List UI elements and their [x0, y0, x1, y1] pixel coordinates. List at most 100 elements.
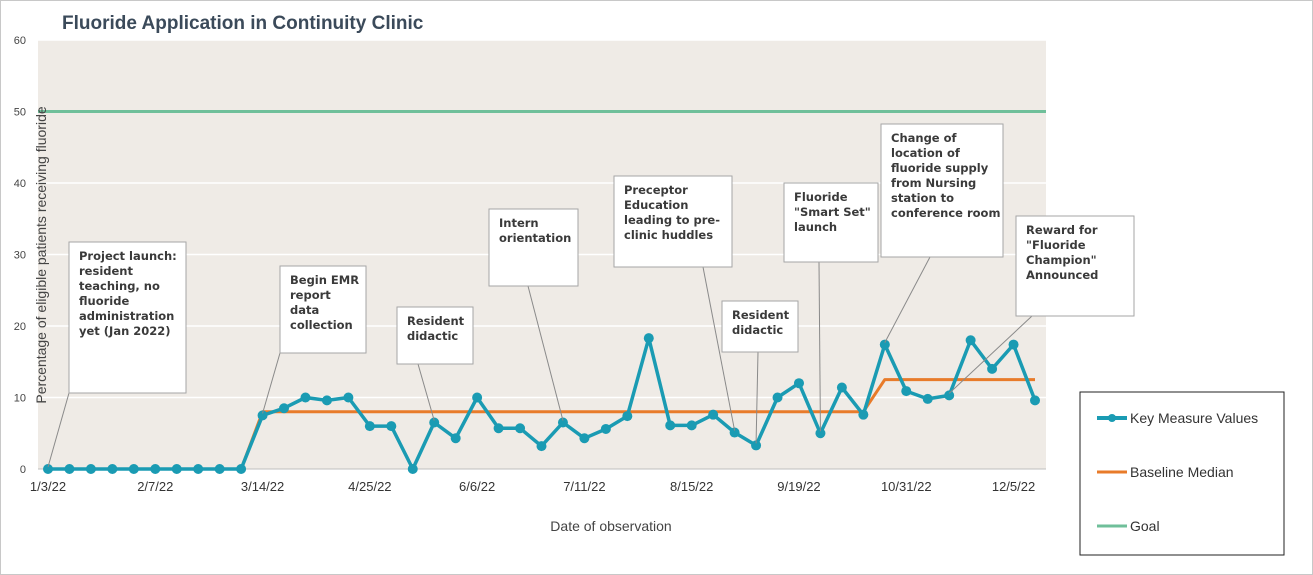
data-point	[1030, 395, 1040, 406]
annotation-text: Resident	[732, 308, 790, 322]
data-point	[43, 464, 53, 474]
annotation-text: clinic huddles	[624, 228, 713, 242]
data-point	[472, 392, 483, 403]
y-tick-label: 10	[14, 393, 26, 405]
annotation-text: leading to pre-	[624, 213, 720, 227]
data-point	[257, 410, 268, 421]
annotation-box	[880, 123, 1004, 258]
x-tick-label: 6/6/22	[459, 479, 495, 494]
annotation-text: didactic	[732, 323, 783, 337]
data-point	[536, 441, 547, 452]
annotation-leader-line	[755, 351, 759, 444]
data-point	[364, 421, 375, 432]
data-point	[1008, 339, 1019, 350]
annotation-text: administration	[79, 309, 174, 323]
y-tick-label: 60	[14, 35, 26, 47]
annotation-text: data	[290, 303, 319, 317]
data-point	[300, 392, 311, 403]
annotation-box	[783, 182, 879, 263]
data-point	[85, 464, 96, 474]
annotation-text: Project launch:	[79, 249, 177, 263]
data-point	[279, 403, 290, 414]
x-tick-label: 2/7/22	[137, 479, 173, 494]
data-point	[321, 395, 332, 406]
y-tick-label: 20	[14, 321, 26, 333]
annotation-text: launch	[794, 220, 837, 234]
annotation-leader-line	[884, 256, 931, 343]
x-tick-label: 4/25/22	[348, 479, 391, 494]
data-point	[622, 411, 633, 422]
data-point	[236, 464, 247, 474]
data-point	[450, 433, 461, 444]
chart-title: Fluoride Application in Continuity Clini…	[62, 13, 424, 34]
annotation-text: Reward for	[1026, 223, 1098, 237]
data-point	[579, 433, 590, 444]
data-point	[128, 464, 139, 474]
data-point	[515, 423, 526, 434]
data-point	[643, 333, 654, 344]
data-point	[150, 464, 161, 474]
y-tick-label: 30	[14, 250, 26, 262]
annotation-text: conference room	[891, 206, 1000, 220]
data-point	[407, 464, 418, 474]
data-point	[944, 390, 955, 401]
annotation-leader-line	[47, 392, 70, 468]
annotation-leader-line	[818, 261, 821, 432]
annotation-leader-line	[417, 363, 435, 421]
data-point	[751, 440, 762, 451]
annotation-text: resident	[79, 264, 133, 278]
annotation-text: Resident	[407, 314, 465, 328]
data-point	[922, 393, 933, 404]
annotation-text: Intern	[499, 216, 539, 230]
x-axis-label: Date of observation	[550, 518, 671, 534]
annotation-text: didactic	[407, 329, 458, 343]
legend-label-baseline-median: Baseline Median	[1130, 464, 1234, 480]
data-point	[171, 464, 182, 474]
data-markers	[43, 333, 1040, 474]
legend-label-goal: Goal	[1130, 518, 1160, 534]
annotation-box	[396, 306, 474, 365]
annotation-text: Announced	[1026, 268, 1098, 282]
x-tick-label: 1/3/22	[30, 479, 66, 494]
data-point	[193, 464, 204, 474]
annotation-text: report	[290, 288, 331, 302]
x-axis-ticks: 1/3/22 2/7/22 3/14/22 4/25/22 6/6/22 7/11/22 8…	[30, 468, 1046, 494]
annotation-text: "Smart Set"	[794, 205, 871, 219]
annotation-leader-line	[948, 315, 1033, 394]
annotation-text: Fluoride	[794, 190, 848, 204]
annotation-box	[488, 208, 579, 287]
data-point	[557, 417, 568, 428]
annotation-text: station to	[891, 191, 954, 205]
data-point	[214, 464, 225, 474]
annotation-text: "Fluoride	[1026, 238, 1086, 252]
annotation-box	[279, 265, 367, 354]
data-point	[965, 335, 976, 346]
y-tick-label: 0	[20, 464, 26, 476]
data-point	[987, 363, 998, 374]
annotation-box	[613, 175, 733, 268]
annotation-leader-line	[527, 285, 564, 421]
data-point	[901, 386, 912, 397]
x-tick-label: 9/19/22	[777, 479, 820, 494]
annotation-box	[1015, 215, 1135, 317]
annotation-text: location of	[891, 146, 961, 160]
data-point	[665, 420, 676, 431]
annotation-text: Preceptor	[624, 183, 688, 197]
data-point	[772, 392, 783, 403]
y-tick-label: 40	[14, 178, 26, 190]
annotation-leader-line	[262, 352, 281, 414]
annotation-text: Change of	[891, 131, 958, 145]
legend-marker-key-measure	[1108, 414, 1116, 422]
data-point	[493, 423, 504, 434]
annotation-text: orientation	[499, 231, 571, 245]
data-point	[793, 378, 804, 389]
annotation-box	[68, 241, 187, 394]
y-axis-label: Percentage of eligible patients receivin…	[33, 106, 49, 404]
data-point	[600, 423, 611, 434]
x-tick-label: 10/31/22	[881, 479, 932, 494]
data-point	[836, 382, 847, 393]
annotation-box	[721, 300, 799, 353]
x-tick-label: 8/15/22	[670, 479, 713, 494]
data-point	[107, 464, 118, 474]
data-point	[429, 417, 440, 428]
